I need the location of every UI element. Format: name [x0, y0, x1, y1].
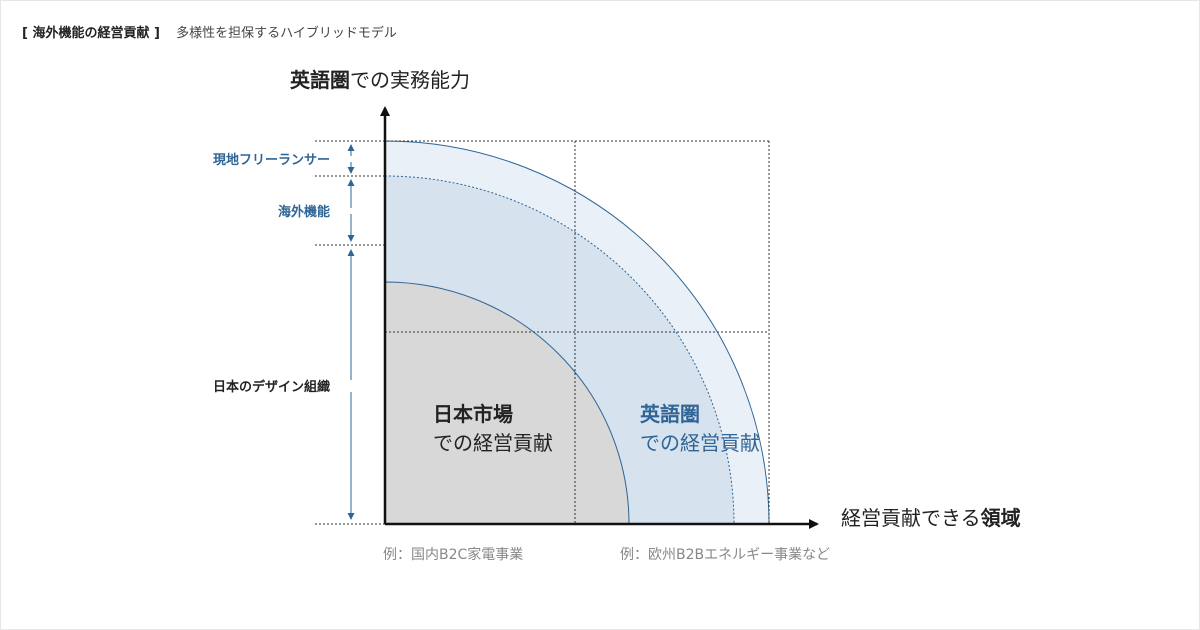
english-region-sub: での経営貢献: [640, 431, 760, 455]
y-axis-label-bold: 英語圏: [290, 68, 350, 92]
x-axis-label-bold: 領域: [981, 506, 1021, 530]
japan-region-sub: での経営貢献: [433, 431, 553, 455]
x-axis-label: 経営貢献できる領域: [841, 506, 1021, 530]
example-right: 例：欧州B2Bエネルギー事業など: [620, 547, 830, 563]
example-left: 例：国内B2C家電事業: [383, 546, 523, 563]
band-label-freelancer: 現地フリーランサー: [213, 152, 330, 168]
band-label-overseas: 海外機能: [278, 204, 330, 220]
header-tag: [ 海外機能の経営貢献 ]: [22, 26, 160, 41]
japan-zone: [384, 281, 630, 525]
grid-lines: [315, 140, 770, 525]
y-axis-label: 英語圏での実務能力: [290, 68, 470, 92]
header: [ 海外機能の経営貢献 ] 多様性を担保するハイブリッドモデル: [22, 22, 397, 41]
header-subtitle: 多様性を担保するハイブリッドモデル: [176, 26, 397, 41]
x-axis-label-rest: 経営貢献できる: [841, 506, 981, 530]
y-axis-label-rest: での実務能力: [350, 68, 470, 92]
japan-region-title: 日本市場: [433, 402, 513, 426]
english-region-title: 英語圏: [640, 402, 700, 426]
band-label-japan-org: 日本のデザイン組織: [213, 379, 330, 395]
